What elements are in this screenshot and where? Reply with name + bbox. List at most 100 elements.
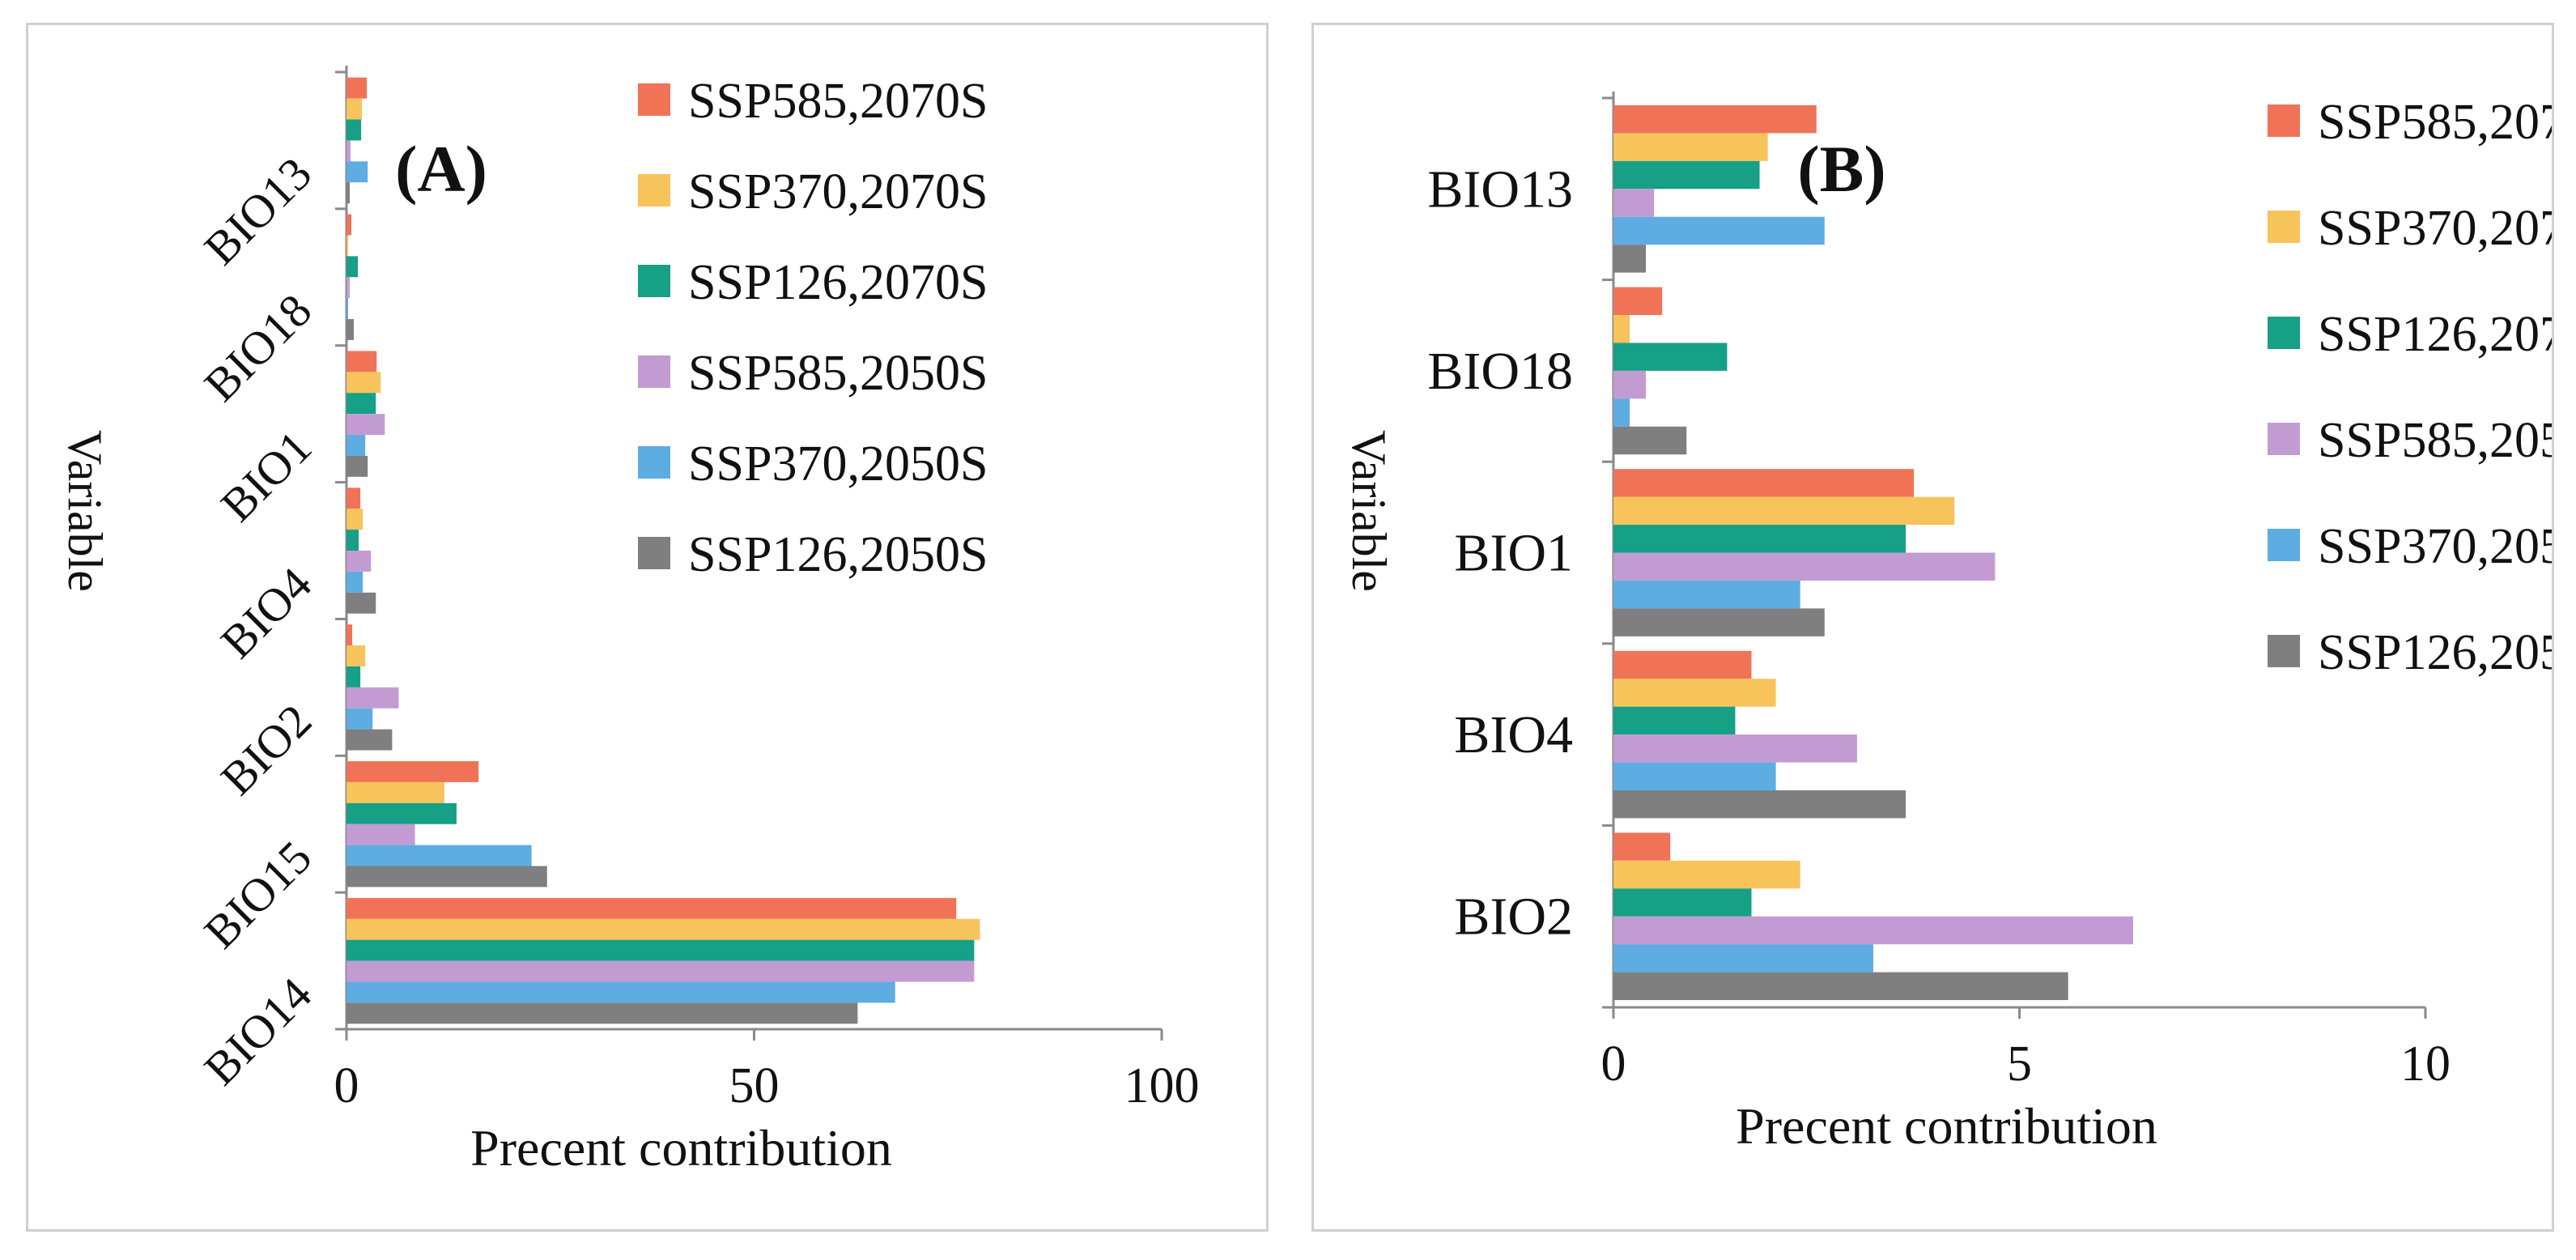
x-tick-label: 50 [729, 1058, 780, 1113]
y-tick-label: BIO15 [194, 831, 322, 959]
bar-bio14-6 [346, 1002, 858, 1024]
bar-bio4-3 [1613, 706, 1736, 735]
bar-bio18-5 [346, 298, 349, 320]
bar-bio2-6 [1613, 972, 2068, 1001]
bar-bio4-5 [346, 571, 363, 593]
legend-swatch [638, 265, 670, 297]
bar-bio14-5 [346, 981, 895, 1003]
chart-b-svg: 0 5 10 BIO13 BIO18 BIO1 BIO4 BIO2 Precent contri… [1342, 92, 2552, 1155]
bar-bio15-1 [346, 761, 479, 782]
bar-bio14-4 [346, 960, 975, 982]
bar-bio13-4 [1613, 189, 1655, 217]
bar-bio4-5 [1613, 762, 1776, 790]
bar-bio13-6 [1613, 245, 1647, 273]
y-tick-label: BIO18 [194, 284, 322, 412]
legend-swatch [638, 83, 670, 116]
x-tick-label: 5 [2007, 1037, 2032, 1092]
legend-label: SSP370,2050S [2318, 519, 2552, 574]
bar-bio13-3 [1613, 160, 1760, 189]
legend-swatch [2268, 635, 2300, 667]
bar-bio13-5 [346, 161, 368, 183]
legend-label: SSP126,2050S [2318, 625, 2552, 680]
bar-bio4-4 [346, 551, 372, 572]
legend-label: SSP126,2070S [2318, 307, 2552, 362]
bar-bio4-2 [1613, 679, 1776, 707]
bar-bio4-6 [1613, 790, 1906, 819]
bar-bio1-6 [1613, 608, 1825, 636]
legend-swatch [638, 537, 670, 569]
y-tick-label: BIO18 [1427, 342, 1573, 401]
bar-bio15-3 [346, 802, 457, 824]
bar-bio2-4 [1613, 916, 2133, 945]
bar-bio15-4 [346, 824, 415, 845]
legend-label: SSP585,2070S [688, 74, 988, 129]
y-tick-label: BIO13 [194, 147, 322, 275]
bar-bio4-6 [346, 592, 376, 614]
y-tick-label: BIO14 [194, 968, 322, 1096]
legend-swatch [2268, 423, 2300, 455]
bar-bio1-1 [346, 351, 377, 372]
bar-bio2-1 [346, 624, 353, 646]
bar-bio15-5 [346, 845, 532, 866]
bar-bio18-5 [1613, 398, 1630, 427]
y-tick-label: BIO13 [1427, 160, 1573, 219]
bar-bio1-3 [1613, 525, 1906, 553]
bar-bio18-6 [1613, 426, 1687, 455]
legend-label: SSP585,2070S [2318, 95, 2552, 150]
y-tick-label: BIO2 [210, 694, 321, 805]
bar-bio13-2 [346, 98, 363, 120]
x-tick-label: 0 [1601, 1037, 1626, 1092]
legend-swatch [2268, 529, 2300, 561]
legend-label: SSP370,2070S [688, 164, 988, 219]
y-tick-label: BIO1 [1454, 524, 1573, 583]
bar-bio1-3 [346, 393, 376, 415]
panel-label: (A) [395, 132, 487, 206]
legend-swatch [638, 355, 670, 388]
legend-swatch [2268, 211, 2300, 243]
bar-bio1-5 [1613, 580, 1800, 609]
bar-bio1-4 [1613, 552, 1996, 581]
legend-label: SSP126,2070S [688, 255, 988, 310]
bar-bio4-1 [346, 487, 361, 509]
bar-bio18-6 [346, 319, 355, 340]
bar-bio4-4 [1613, 734, 1857, 763]
bar-bio18-3 [346, 256, 359, 278]
x-tick-label: 10 [2400, 1037, 2451, 1092]
bar-bio13-1 [1613, 104, 1817, 134]
bar-bio1-5 [346, 435, 366, 456]
bar-bio13-6 [346, 182, 351, 204]
legend-swatch [2268, 317, 2300, 349]
bar-bio1-4 [346, 414, 385, 436]
y-tick-label: BIO2 [1454, 888, 1573, 947]
legend-label: SSP126,2050S [688, 527, 988, 582]
bar-bio14-1 [346, 897, 957, 919]
bar-bio2-3 [1613, 888, 1752, 917]
bar-bio2-4 [346, 687, 399, 709]
panel-label: (B) [1797, 132, 1885, 206]
bar-bio2-3 [346, 666, 361, 687]
bar-bio1-2 [346, 372, 381, 394]
x-tick-label: 0 [334, 1058, 359, 1113]
bar-bio2-1 [1613, 832, 1671, 861]
bar-bio13-2 [1613, 133, 1768, 161]
y-tick-label: BIO4 [210, 557, 321, 668]
bar-bio2-5 [1613, 944, 1873, 973]
y-tick-label: BIO1 [210, 420, 321, 531]
legend-label: SSP370,2050S [688, 436, 988, 492]
bar-bio18-2 [346, 235, 349, 257]
bar-bio18-4 [1613, 370, 1647, 399]
chart-panel-a: 0 50 100 BIO13 BIO18 BIO1 BIO4 BIO2 BIO15 BIO14 Pr… [26, 23, 1269, 1232]
bar-bio13-3 [346, 119, 362, 141]
bar-bio18-3 [1613, 343, 1728, 371]
x-axis-label: Precent contribution [470, 1119, 892, 1177]
x-tick-label: 100 [1124, 1058, 1200, 1113]
bar-bio15-2 [346, 781, 444, 803]
legend-swatch [638, 446, 670, 479]
legend-swatch [2268, 104, 2300, 137]
bar-bio2-2 [346, 645, 366, 666]
y-axis-label: Variable [58, 430, 112, 592]
legend-label: SSP370,2070S [2318, 201, 2552, 256]
bar-bio4-3 [346, 530, 359, 551]
y-axis-label: Variable [1342, 430, 1396, 592]
bar-bio18-2 [1613, 315, 1630, 343]
